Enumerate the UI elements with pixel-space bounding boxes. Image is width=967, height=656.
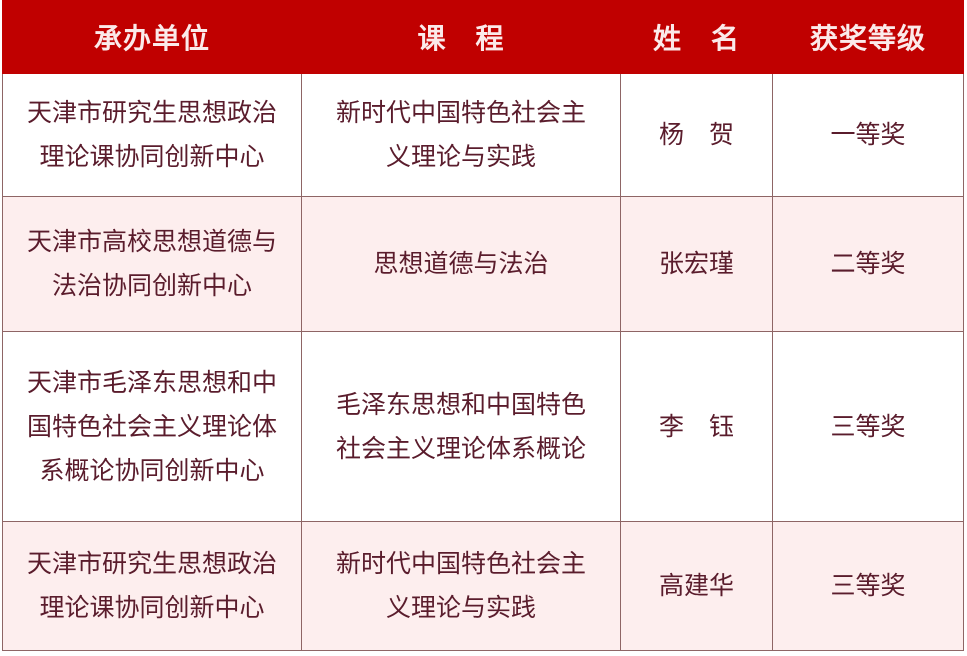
name-cell: 李 钰 xyxy=(620,331,773,522)
course-cell-line: 新时代中国特色社会主 xyxy=(335,549,586,578)
header-unit: 承办单位 xyxy=(2,0,302,74)
table-row: 天津市研究生思想政治 理论课协同创新中心 新时代中国特色社会主 义理论与实践杨 贺一等… xyxy=(2,73,964,197)
unit-cell: 天津市研究生思想政治 理论课协同创新中心 xyxy=(2,521,302,651)
unit-cell-line: 天津市毛泽东思想和中 xyxy=(26,367,277,397)
unit-cell-line: 理论课协同创新中心 xyxy=(39,142,265,171)
award-cell: 三等奖 xyxy=(772,331,964,522)
unit-cell-line: 天津市研究生思想政治 xyxy=(26,549,277,578)
header-name: 姓 名 xyxy=(620,0,773,74)
course-cell-line: 新时代中国特色社会主 xyxy=(335,98,586,127)
course-cell-line: 义理论与实践 xyxy=(385,142,536,171)
unit-cell: 天津市毛泽东思想和中 国特色社会主义理论体 系概论协同创新中心 xyxy=(2,331,302,522)
header-row: 承办单位 课 程 姓 名 获奖等级 xyxy=(2,0,964,74)
course-cell: 新时代中国特色社会主 义理论与实践 xyxy=(301,521,621,651)
course-cell-line: 义理论与实践 xyxy=(385,593,536,622)
unit-cell: 天津市研究生思想政治 理论课协同创新中心 xyxy=(2,73,302,197)
unit-cell-line: 系概论协同创新中心 xyxy=(39,455,265,485)
award-cell: 一等奖 xyxy=(772,73,964,197)
table-row: 天津市毛泽东思想和中 国特色社会主义理论体 系概论协同创新中心 毛泽东思想和中国特色社… xyxy=(2,331,964,522)
course-cell-line: 毛泽东思想和中国特色 xyxy=(335,389,586,419)
unit-cell-line: 理论课协同创新中心 xyxy=(39,593,265,622)
award-cell: 二等奖 xyxy=(772,196,964,332)
header-award: 获奖等级 xyxy=(772,0,964,74)
table-row: 天津市高校思想道德与 法治协同创新中心 思想道德与法治 张宏瑾 二等奖 xyxy=(2,196,964,332)
course-cell-line: 思想道德与法治 xyxy=(373,249,549,278)
name-cell: 高建华 xyxy=(620,521,773,651)
award-cell: 三等奖 xyxy=(772,521,964,651)
unit-cell: 天津市高校思想道德与 法治协同创新中心 xyxy=(2,196,302,332)
unit-cell-line: 国特色社会主义理论体 xyxy=(26,411,277,441)
course-cell: 思想道德与法治 xyxy=(301,196,621,332)
table-row: 天津市研究生思想政治 理论课协同创新中心 新时代中国特色社会主 义理论与实践 高建华 三等… xyxy=(2,521,964,651)
name-cell: 杨 贺 xyxy=(620,73,773,197)
unit-cell-line: 天津市高校思想道德与 xyxy=(26,227,277,256)
course-cell: 毛泽东思想和中国特色 社会主义理论体系概论 xyxy=(301,331,621,522)
name-cell: 张宏瑾 xyxy=(620,196,773,332)
unit-cell-line: 法治协同创新中心 xyxy=(51,271,252,300)
header-course: 课 程 xyxy=(301,0,621,74)
course-cell-line: 社会主义理论体系概论 xyxy=(335,433,586,463)
unit-cell-line: 天津市研究生思想政治 xyxy=(26,98,277,127)
course-cell: 新时代中国特色社会主 义理论与实践 xyxy=(301,73,621,197)
